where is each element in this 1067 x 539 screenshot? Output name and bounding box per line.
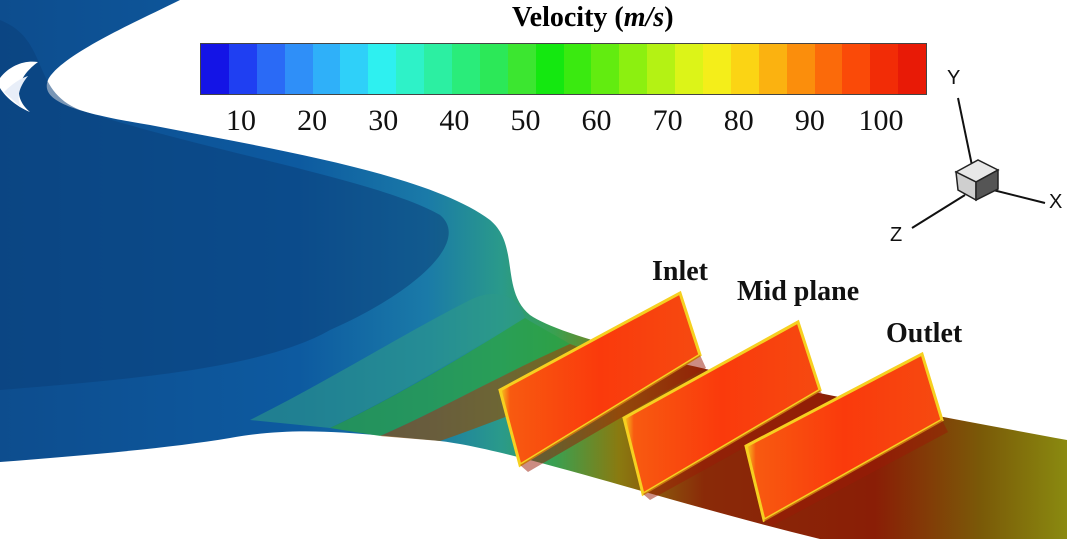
colorbar-swatch xyxy=(452,44,480,94)
colorbar-swatch xyxy=(201,44,229,94)
legend-title: Velocity (m/s) xyxy=(512,2,674,34)
colorbar-swatch xyxy=(815,44,843,94)
colorbar-swatch xyxy=(313,44,341,94)
colorbar-tick-label: 80 xyxy=(724,104,754,138)
colorbar-tick-label: 60 xyxy=(582,104,612,138)
colorbar-swatch xyxy=(480,44,508,94)
colorbar-swatch xyxy=(368,44,396,94)
colorbar-tick-label: 30 xyxy=(368,104,398,138)
colorbar-tick-label: 40 xyxy=(439,104,469,138)
colorbar-swatch xyxy=(257,44,285,94)
colorbar-swatch xyxy=(703,44,731,94)
colorbar-tick-label: 50 xyxy=(510,104,540,138)
colorbar-swatch xyxy=(870,44,898,94)
inlet-label: Inlet xyxy=(652,256,708,288)
colorbar-tick-label: 90 xyxy=(795,104,825,138)
colorbar-swatch xyxy=(508,44,536,94)
velocity-colorbar xyxy=(201,44,926,94)
colorbar-swatch xyxy=(842,44,870,94)
colorbar-swatch xyxy=(759,44,787,94)
colorbar-swatch xyxy=(396,44,424,94)
colorbar-swatch xyxy=(591,44,619,94)
colorbar-swatch xyxy=(229,44,257,94)
colorbar-swatch xyxy=(564,44,592,94)
axis-y-label: Y xyxy=(947,67,960,90)
mid-plane-label: Mid plane xyxy=(737,276,859,308)
colorbar-swatch xyxy=(898,44,926,94)
colorbar-tick-label: 10 xyxy=(226,104,256,138)
axis-x-label: X xyxy=(1049,191,1062,214)
colorbar-tick-labels: 10 20 30 40 50 60 70 80 90 100 xyxy=(201,104,926,140)
colorbar-swatch xyxy=(647,44,675,94)
colorbar-swatch xyxy=(285,44,313,94)
colorbar-swatch xyxy=(536,44,564,94)
colorbar-swatch xyxy=(424,44,452,94)
colorbar-tick-label: 20 xyxy=(297,104,327,138)
colorbar-swatch xyxy=(787,44,815,94)
axis-z-label: Z xyxy=(890,224,902,247)
colorbar-swatch xyxy=(619,44,647,94)
outlet-label: Outlet xyxy=(886,318,962,350)
colorbar-swatch xyxy=(675,44,703,94)
colorbar-swatch xyxy=(731,44,759,94)
colorbar-tick-label: 70 xyxy=(653,104,683,138)
axis-cube-icon xyxy=(956,160,998,200)
colorbar-tick-label: 100 xyxy=(859,104,904,138)
colorbar-swatch xyxy=(340,44,368,94)
